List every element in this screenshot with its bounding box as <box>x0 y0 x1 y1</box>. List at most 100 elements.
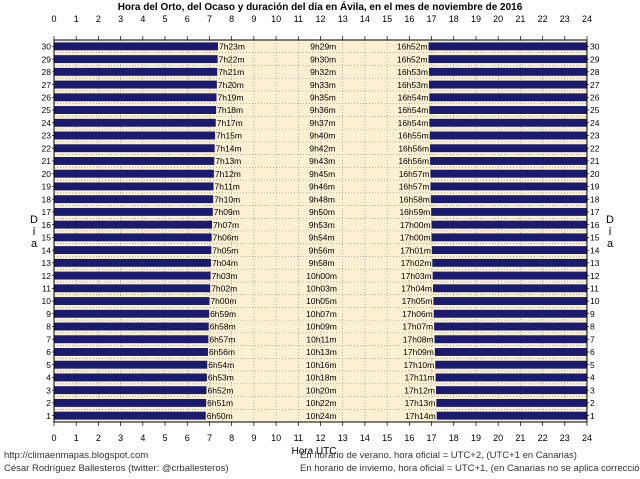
night-bar-morning <box>54 144 215 153</box>
y-tick-label-left: 14 <box>42 245 52 255</box>
x-tick-label-bottom: 1 <box>74 433 79 443</box>
daylength-label: 9h58m <box>309 258 335 268</box>
night-bar-morning <box>54 131 216 140</box>
y-tick-label-right: 13 <box>590 258 600 268</box>
x-tick-label-bottom: 17 <box>427 433 437 443</box>
y-tick-label-left: 27 <box>42 80 52 90</box>
sunrise-label: 7h22m <box>219 54 245 64</box>
night-bar-evening <box>430 157 587 165</box>
sunrise-label: 7h00m <box>210 296 236 306</box>
sunset-label: 16h55m <box>398 131 429 141</box>
night-bar-morning <box>54 309 210 318</box>
sunset-label: 17h04m <box>401 284 432 294</box>
x-tick-label-bottom: 24 <box>582 433 592 443</box>
sunrise-label: 7h05m <box>212 245 238 255</box>
night-bar-morning <box>54 67 218 76</box>
y-tick-label-right: 16 <box>590 220 600 230</box>
night-bar-evening <box>431 207 587 216</box>
x-tick-label-bottom: 16 <box>404 433 414 443</box>
y-tick-label-left: 21 <box>42 156 52 166</box>
night-bar-evening <box>431 220 587 229</box>
sunrise-label: 6h53m <box>208 373 234 383</box>
x-tick-label-top: 17 <box>427 14 437 24</box>
daylength-label: 10h07m <box>306 309 337 319</box>
sunrise-label: 7h06m <box>213 233 239 243</box>
night-bar-evening <box>430 144 587 153</box>
sunset-label: 16h54m <box>398 118 429 128</box>
y-tick-label-right: 3 <box>590 385 595 395</box>
night-bar-evening <box>435 373 587 382</box>
night-bar-evening <box>436 398 587 407</box>
sunset-label: 16h58m <box>399 194 430 204</box>
daylength-label: 9h45m <box>309 169 335 179</box>
night-bar-morning <box>54 322 209 331</box>
night-bar-morning <box>54 106 217 114</box>
daylength-label: 9h40m <box>309 131 335 141</box>
x-tick-label-bottom: 14 <box>360 433 370 443</box>
daylength-label: 10h16m <box>306 360 337 370</box>
sunrise-label: 6h56m <box>209 347 235 357</box>
y-tick-label-right: 23 <box>590 131 600 141</box>
y-tick-label-left: 5 <box>46 360 51 370</box>
x-axis-label: Hora UTC <box>291 446 336 457</box>
y-tick-label-right: 24 <box>590 118 600 128</box>
night-bar-morning <box>54 386 207 395</box>
sunset-label: 17h01m <box>400 245 431 255</box>
night-bar-evening <box>435 386 587 395</box>
daylength-label: 9h56m <box>309 245 335 255</box>
sunrise-label: 7h15m <box>216 131 242 141</box>
daylength-label: 9h50m <box>309 207 335 217</box>
night-bar-evening <box>429 106 587 114</box>
night-bar-evening <box>432 258 587 267</box>
night-bar-morning <box>54 258 211 267</box>
daylength-label: 9h35m <box>310 93 336 103</box>
sunrise-label: 7h10m <box>214 194 240 204</box>
daylength-label: 10h13m <box>306 347 337 357</box>
night-bar-morning <box>54 398 207 407</box>
sunset-label: 16h57m <box>399 182 430 192</box>
night-bar-morning <box>54 360 208 369</box>
x-tick-label-bottom: 0 <box>51 433 56 443</box>
sunset-label: 16h56m <box>398 156 429 166</box>
y-tick-label-right: 7 <box>590 334 595 344</box>
sunset-label: 16h52m <box>397 42 428 52</box>
y-tick-label-left: 10 <box>42 296 52 306</box>
y-tick-label-left: 9 <box>46 309 51 319</box>
night-bar-morning <box>54 195 214 204</box>
night-bar-evening <box>430 182 587 191</box>
y-tick-label-right: 8 <box>590 322 595 332</box>
night-bar-morning <box>54 55 218 64</box>
sunset-label: 16h59m <box>399 207 430 217</box>
y-tick-label-left: 1 <box>46 411 51 421</box>
y-axis-label-letter: D <box>30 214 38 226</box>
y-tick-label-left: 20 <box>42 169 52 179</box>
sunrise-label: 6h52m <box>207 385 233 395</box>
sunrise-label: 6h54m <box>208 360 234 370</box>
sunset-label: 17h12m <box>404 385 435 395</box>
x-tick-label-top: 16 <box>404 14 414 24</box>
x-tick-label-top: 7 <box>207 14 212 24</box>
daylength-label: 9h33m <box>310 80 336 90</box>
y-tick-label-left: 19 <box>42 182 52 192</box>
night-bar-evening <box>430 195 587 204</box>
plot-frame <box>53 39 588 423</box>
y-axis-label-letter: í <box>32 226 35 238</box>
y-tick-label-right: 26 <box>590 93 600 103</box>
x-tick-label-bottom: 19 <box>471 433 481 443</box>
y-tick-label-left: 8 <box>46 322 51 332</box>
night-bar-morning <box>54 157 215 165</box>
night-bar-evening <box>428 67 587 76</box>
sunset-label: 17h11m <box>405 373 435 383</box>
sunset-label: 17h05m <box>402 296 433 306</box>
x-tick-label-top: 9 <box>251 14 256 24</box>
daylength-label: 10h18m <box>306 373 337 383</box>
y-tick-label-right: 12 <box>590 271 600 281</box>
night-bar-evening <box>433 284 587 293</box>
daylength-label: 9h53m <box>309 220 335 230</box>
y-tick-label-left: 15 <box>42 233 52 243</box>
daylength-label: 10h22m <box>306 398 337 408</box>
x-tick-label-top: 1 <box>74 14 79 24</box>
x-tick-label-top: 21 <box>515 14 525 24</box>
x-tick-label-top: 11 <box>294 14 303 24</box>
